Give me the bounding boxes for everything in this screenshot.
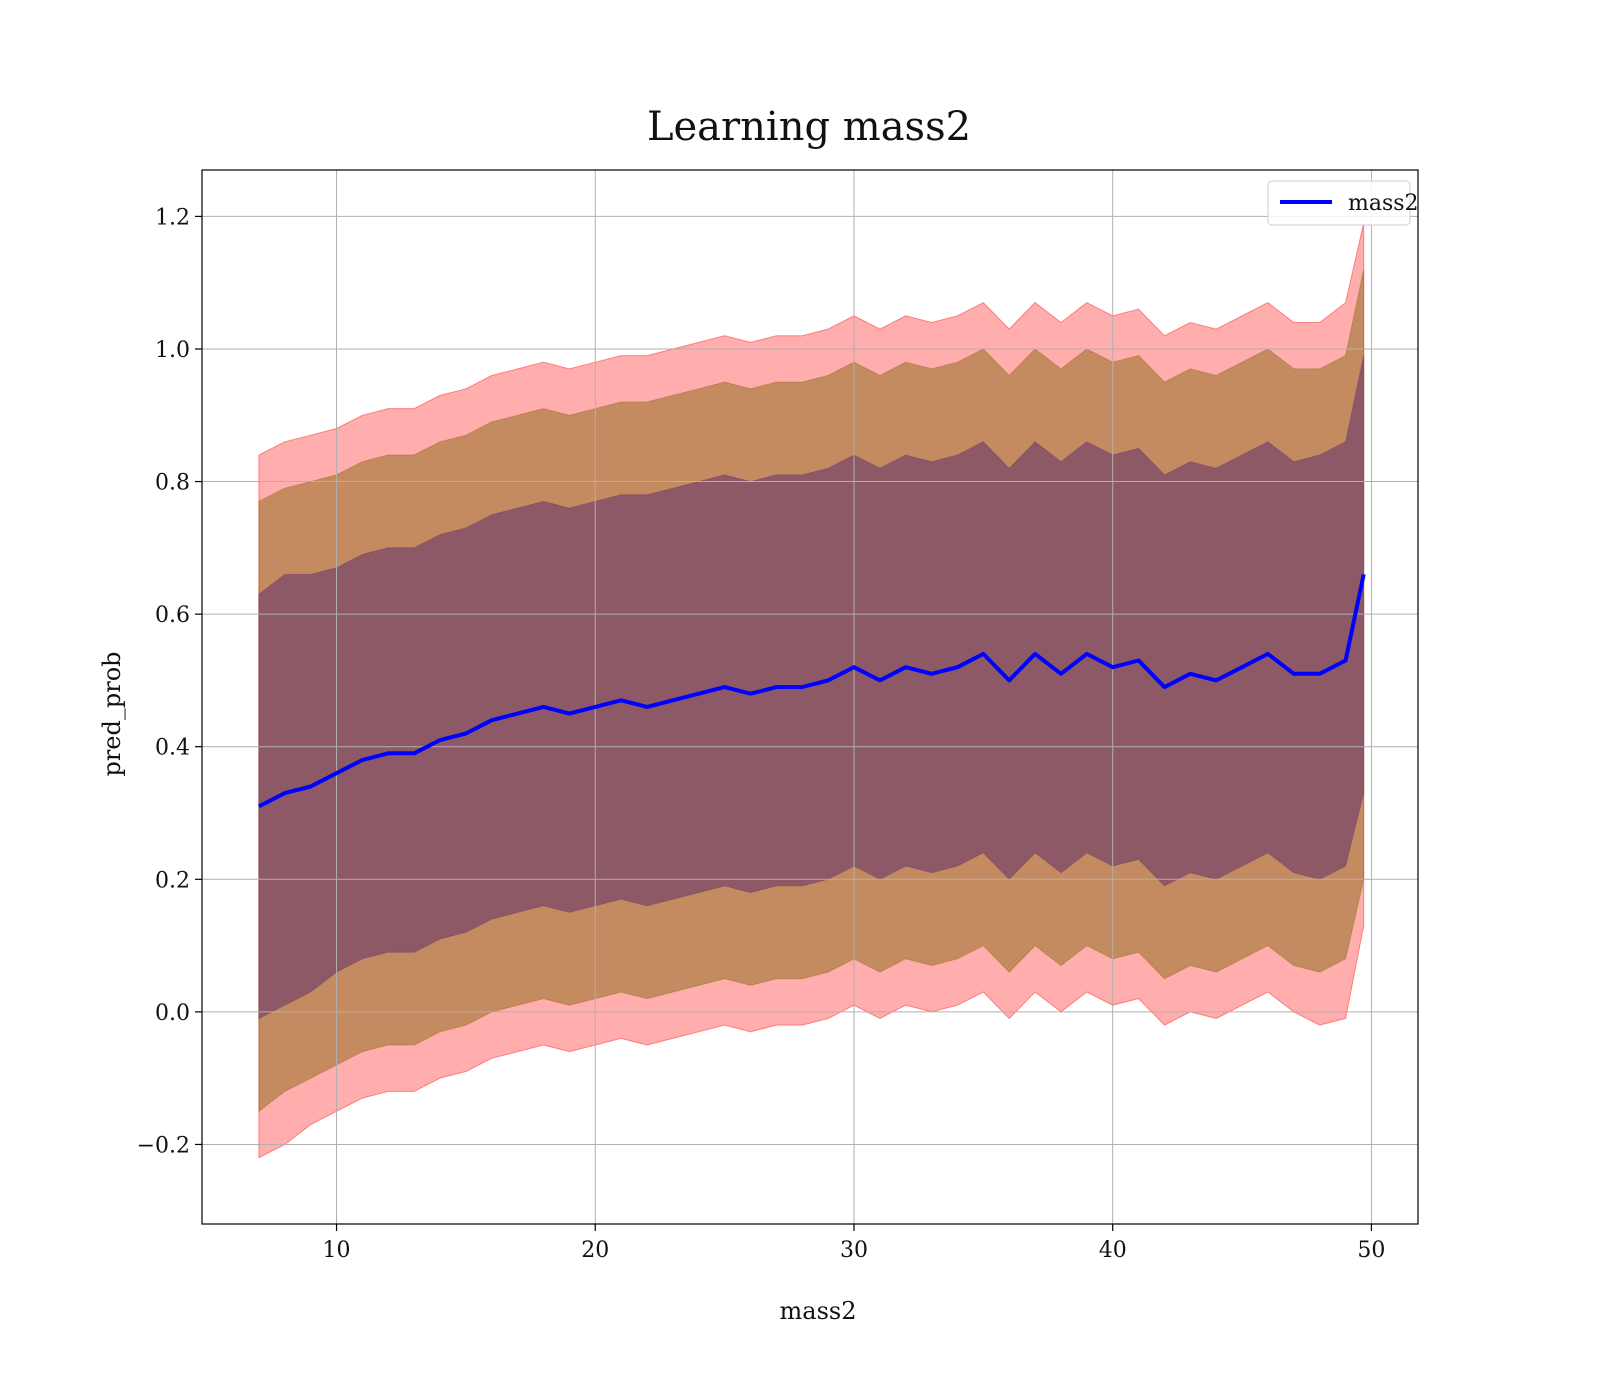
confidence-bands [258, 222, 1365, 1159]
grid-lines [202, 170, 1418, 1224]
axis-ticks: 10 20 30 40 50 −0.2 0.0 0.2 0.4 0.6 0.8 1.0 1.2 [137, 205, 1386, 1263]
y-tick-label: −0.2 [137, 1133, 190, 1158]
y-tick-label: 1.2 [155, 205, 190, 230]
series-line-layer [257, 573, 1366, 809]
plot-frame [201, 169, 1419, 1225]
y-axis-label: pred_prob [98, 651, 126, 776]
y-tick-label: 0.2 [155, 868, 190, 893]
y-tick-label: 0.8 [155, 471, 190, 496]
legend-label-mass2: mass2 [1348, 191, 1419, 216]
x-tick-label: 10 [323, 1238, 351, 1263]
x-tick-label: 40 [1099, 1238, 1127, 1263]
x-tick-label: 20 [581, 1238, 609, 1263]
band-1-sigma [258, 355, 1365, 1020]
y-tick-label: 0.0 [155, 1001, 190, 1026]
x-tick-label: 30 [840, 1238, 868, 1263]
y-tick-label: 0.6 [155, 603, 190, 628]
legend-frame [1267, 180, 1411, 226]
legend: mass2 [1267, 180, 1419, 226]
x-tick-label: 50 [1357, 1238, 1385, 1263]
y-tick-label: 0.4 [155, 736, 190, 761]
x-axis-label: mass2 [780, 1297, 857, 1325]
series-line-mass2 [257, 573, 1366, 809]
chart-title: Learning mass2 [646, 104, 972, 150]
y-tick-label: 1.0 [155, 338, 190, 363]
